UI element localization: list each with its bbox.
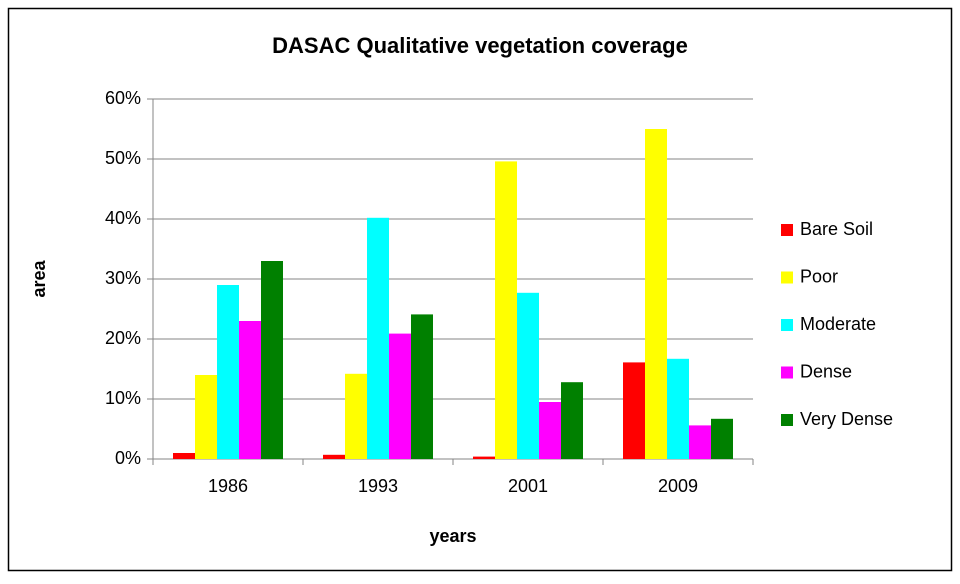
bar xyxy=(345,373,367,459)
bar xyxy=(173,453,195,459)
bar xyxy=(711,418,733,459)
y-tick-label: 50% xyxy=(105,148,141,168)
legend-swatch xyxy=(781,271,793,284)
bar xyxy=(239,321,261,459)
legend-swatch xyxy=(781,366,793,379)
bar xyxy=(411,314,433,459)
y-tick-label: 20% xyxy=(105,328,141,348)
bar xyxy=(195,375,217,459)
bar xyxy=(667,358,689,459)
x-tick-label: 2009 xyxy=(658,476,698,496)
bar xyxy=(323,454,345,459)
chart-frame xyxy=(7,7,953,572)
bar xyxy=(473,456,495,459)
legend-label: Moderate xyxy=(800,314,876,334)
chart-title: DASAC Qualitative vegetation coverage xyxy=(272,33,688,58)
bar xyxy=(389,333,411,459)
legend-label: Dense xyxy=(800,361,852,381)
x-tick-label: 1993 xyxy=(358,476,398,496)
x-tick-label: 2001 xyxy=(508,476,548,496)
y-tick-label: 60% xyxy=(105,88,141,108)
x-axis-label: years xyxy=(429,526,476,546)
legend-swatch xyxy=(781,414,793,426)
bar xyxy=(495,161,517,459)
y-tick-label: 30% xyxy=(105,268,141,288)
bar xyxy=(645,129,667,459)
y-tick-label: 40% xyxy=(105,208,141,228)
bar xyxy=(689,425,711,459)
y-tick-label: 10% xyxy=(105,388,141,408)
legend-label: Bare Soil xyxy=(800,219,873,239)
legend-swatch xyxy=(781,224,793,236)
bar xyxy=(217,285,239,459)
bar xyxy=(539,402,561,459)
y-tick-label: 0% xyxy=(115,448,141,468)
bar xyxy=(261,261,283,459)
bar xyxy=(561,382,583,459)
x-tick-label: 1986 xyxy=(208,476,248,496)
bar xyxy=(623,362,645,459)
bar xyxy=(367,217,389,459)
legend-swatch xyxy=(781,319,793,331)
legend-label: Poor xyxy=(800,266,838,286)
y-axis-label: area xyxy=(29,259,49,297)
bar xyxy=(517,292,539,459)
legend-label: Very Dense xyxy=(800,409,893,429)
